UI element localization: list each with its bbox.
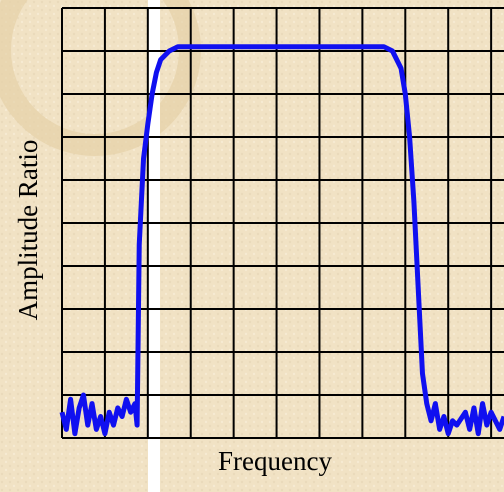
y-axis-label: Amplitude Ratio: [13, 140, 43, 321]
data-line: [59, 44, 504, 437]
stripe: [148, 0, 160, 492]
x-axis-label: Frequency: [218, 446, 332, 476]
